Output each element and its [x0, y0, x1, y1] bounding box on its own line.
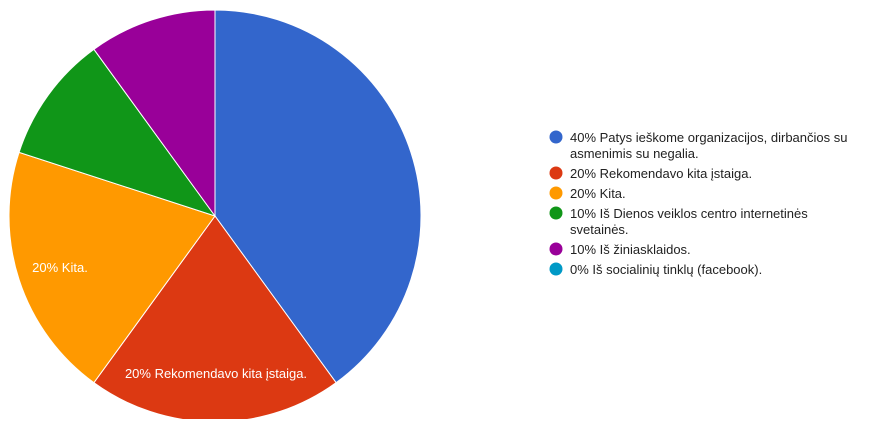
- legend-item-1[interactable]: 20% Rekomendavo kita įstaiga.: [549, 166, 753, 181]
- legend-swatch-1: [549, 166, 563, 180]
- slice-label-2: 20% Kita.: [32, 260, 88, 275]
- legend-label-4-line-0: 10% Iš žiniasklaidos.: [570, 242, 691, 257]
- legend-swatch-5: [549, 262, 563, 276]
- legend-label-3-line-0: 10% Iš Dienos veiklos centro internetinė…: [570, 206, 808, 221]
- pie-slice-0[interactable]: [214, 9, 422, 384]
- legend-swatch-4: [549, 242, 563, 256]
- legend-item-0[interactable]: 40% Patys ieškome organizacijos, dirbanč…: [549, 130, 848, 161]
- legend-label-0-line-1: asmenimis su negalia.: [570, 146, 699, 161]
- legend-item-5[interactable]: 0% Iš socialinių tinklų (facebook).: [549, 262, 763, 277]
- legend-label-2-line-0: 20% Kita.: [570, 186, 626, 201]
- legend-label-1-line-0: 20% Rekomendavo kita įstaiga.: [570, 166, 752, 181]
- legend-label-5-line-0: 0% Iš socialinių tinklų (facebook).: [570, 262, 762, 277]
- legend-item-2[interactable]: 20% Kita.: [549, 186, 626, 201]
- slice-label-1: 20% Rekomendavo kita įstaiga.: [125, 366, 307, 381]
- pie-slice-2[interactable]: [8, 151, 216, 384]
- legend-swatch-2: [549, 186, 563, 200]
- pie-slice-3[interactable]: [18, 48, 217, 217]
- legend-item-4[interactable]: 10% Iš žiniasklaidos.: [549, 242, 691, 257]
- legend-label-3-line-1: svetainės.: [570, 222, 629, 237]
- legend-label-0-line-0: 40% Patys ieškome organizacijos, dirbanč…: [570, 130, 847, 145]
- legend-swatch-0: [549, 130, 563, 144]
- legend-item-3[interactable]: 10% Iš Dienos veiklos centro internetinė…: [549, 206, 809, 237]
- legend-swatch-3: [549, 206, 563, 220]
- pie-slice-4[interactable]: [93, 9, 216, 218]
